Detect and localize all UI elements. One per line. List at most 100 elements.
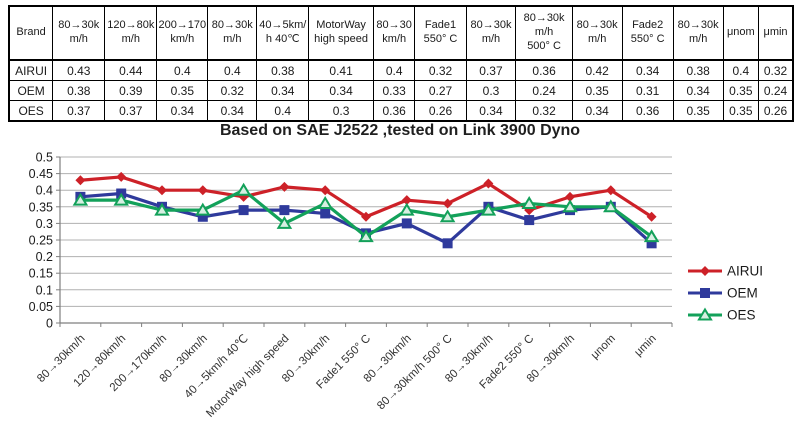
condition-header-cell: MotorWay high speed xyxy=(308,5,374,61)
condition-header-cell: μnom xyxy=(722,5,760,61)
value-cell: 0.26 xyxy=(414,100,467,122)
legend-label: OES xyxy=(727,308,756,323)
y-tick-label: 0.25 xyxy=(29,234,53,248)
legend-item-OEM: OEM xyxy=(688,286,758,301)
value-cell: 0.37 xyxy=(52,100,106,122)
legend-item-OES: OES xyxy=(688,308,756,323)
value-cell: 0.24 xyxy=(758,80,794,101)
diamond-marker xyxy=(279,181,290,192)
triangle-marker xyxy=(195,202,211,216)
condition-header-cell: 80→30k m/h xyxy=(672,5,724,61)
brand-cell: OES xyxy=(8,100,54,122)
value-cell: 0.34 xyxy=(571,100,623,122)
diamond-marker xyxy=(700,266,710,276)
value-cell: 0.36 xyxy=(621,100,674,122)
value-cell: 0.39 xyxy=(104,80,158,101)
y-axis-ticks xyxy=(56,156,60,324)
triangle-marker xyxy=(317,196,333,209)
value-cell: 0.35 xyxy=(722,80,760,101)
diamond-marker xyxy=(361,211,371,222)
value-cell: 0.37 xyxy=(465,59,517,81)
condition-header-cell: 80→30k m/h 500° C xyxy=(515,5,573,61)
y-tick-label: 0.2 xyxy=(36,250,53,264)
triangle-marker xyxy=(643,229,660,243)
triangle-marker xyxy=(276,215,293,229)
value-cell: 0.44 xyxy=(104,59,158,81)
triangle-marker xyxy=(562,199,578,213)
y-tick-label: 0.3 xyxy=(36,217,53,231)
value-cell: 0.34 xyxy=(465,100,517,122)
condition-header-cell: Fade1 550° C xyxy=(414,5,467,61)
condition-header-cell: 40→5km/ h 40℃ xyxy=(256,5,310,61)
value-cell: 0.38 xyxy=(672,59,724,81)
value-cell: 0.26 xyxy=(758,100,794,122)
condition-header-cell: 80→30k m/h xyxy=(207,5,258,61)
value-cell: 0.34 xyxy=(308,80,374,101)
table-row: AIRUI 0.43 0.44 0.4 0.4 0.38 0.41 0.4 0.32 0.37 0.… xyxy=(8,59,794,81)
x-axis-labels: 80→30km/h120→80km/h200→170km/h80→30km/h4… xyxy=(35,333,659,420)
value-cell: 0.32 xyxy=(207,80,258,101)
triangle-marker xyxy=(480,202,497,216)
value-cell: 0.32 xyxy=(515,100,573,122)
value-cell: 0.38 xyxy=(256,59,310,81)
value-cell: 0.34 xyxy=(672,80,724,101)
diamond-marker xyxy=(116,171,127,182)
diamond-marker xyxy=(197,185,208,196)
square-marker xyxy=(238,205,249,216)
triangle-marker xyxy=(399,202,415,216)
triangle-marker xyxy=(521,196,537,209)
triangle-marker xyxy=(72,192,89,206)
x-tick-label: MotorWay high speed xyxy=(204,333,291,420)
value-cell: 0.34 xyxy=(256,80,310,101)
x-tick-label: μnom xyxy=(589,333,618,362)
table-head: Brand 80→30k m/h 120→80k m/h 200→170 km/h 80… xyxy=(8,5,794,61)
value-cell: 0.34 xyxy=(207,100,258,122)
triangle-marker xyxy=(603,199,619,213)
value-cell: 0.34 xyxy=(621,59,674,81)
value-cell: 0.35 xyxy=(722,100,760,122)
diamond-marker xyxy=(524,205,535,216)
y-tick-label: 0.35 xyxy=(29,200,53,214)
condition-header-cell: 80→30k m/h xyxy=(52,5,106,61)
value-cell: 0.43 xyxy=(52,59,106,81)
value-cell: 0.4 xyxy=(372,59,416,81)
results-table-wrap: Brand 80→30k m/h 120→80k m/h 200→170 km/h 80… xyxy=(8,5,794,122)
value-cell: 0.37 xyxy=(104,100,158,122)
triangle-marker xyxy=(113,192,129,206)
condition-header-cell: 80→30 km/h xyxy=(372,5,416,61)
value-cell: 0.35 xyxy=(672,100,724,122)
square-marker xyxy=(646,238,657,249)
x-tick-label: 80→30km/h 500° C xyxy=(375,333,455,413)
value-cell: 0.27 xyxy=(414,80,467,101)
y-axis-labels: 0 0.05 0.1 0.15 0.2 0.25 0.3 0.35 0.4 0.45 0.5 xyxy=(29,151,53,331)
value-cell: 0.33 xyxy=(372,80,416,101)
square-marker xyxy=(279,205,290,216)
value-cell: 0.34 xyxy=(156,100,209,122)
value-cell: 0.35 xyxy=(156,80,209,101)
y-tick-label: 0 xyxy=(46,317,53,331)
value-cell: 0.4 xyxy=(722,59,760,81)
value-cell: 0.41 xyxy=(308,59,374,81)
triangle-marker xyxy=(154,202,170,216)
condition-header-cell: μmin xyxy=(758,5,794,61)
diamond-marker xyxy=(401,195,412,206)
test-results-table: Brand 80→30k m/h 120→80k m/h 200→170 km/h 80… xyxy=(8,5,794,122)
legend-label: AIRUI xyxy=(727,264,763,279)
value-cell: 0.32 xyxy=(414,59,467,81)
value-cell: 0.42 xyxy=(571,59,623,81)
y-tick-label: 0.45 xyxy=(29,167,53,181)
legend-label: OEM xyxy=(727,286,758,301)
diamond-marker xyxy=(565,191,575,202)
diamond-marker xyxy=(483,178,494,189)
x-tick-label: μmin xyxy=(632,333,658,359)
diamond-marker xyxy=(605,185,616,196)
series-AIRUI xyxy=(75,171,657,222)
triangle-marker xyxy=(439,209,456,223)
value-cell: 0.38 xyxy=(52,80,106,101)
square-marker xyxy=(320,208,331,219)
axes xyxy=(59,157,673,327)
value-cell: 0.3 xyxy=(308,100,374,122)
square-marker xyxy=(524,215,535,226)
square-marker xyxy=(442,238,453,249)
triangle-marker xyxy=(697,307,713,321)
